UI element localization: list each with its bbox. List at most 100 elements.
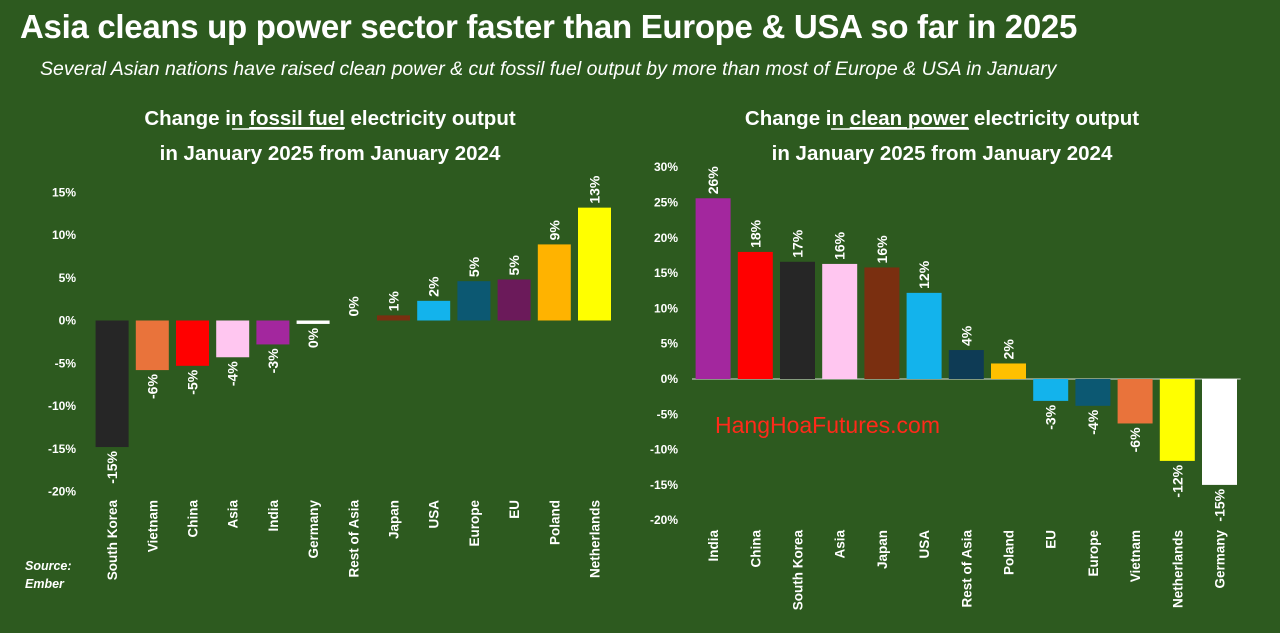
chart-title-line2: in January 2025 from January 2024 <box>772 142 1113 165</box>
category-label: Asia <box>226 500 241 529</box>
category-label: Germany <box>1213 530 1228 589</box>
y-tick-label: 0% <box>59 314 77 328</box>
clean-power-chart: Change in clean power electricity output… <box>650 107 1241 610</box>
chart-title-highlight: fossil fuel <box>249 107 345 130</box>
data-label: 16% <box>874 235 890 264</box>
category-label: USA <box>917 530 932 559</box>
bar-vietnam <box>135 320 169 371</box>
category-label: China <box>748 530 763 568</box>
y-tick-label: -5% <box>657 407 679 421</box>
bar-india <box>695 198 731 379</box>
bar-usa <box>417 300 451 321</box>
watermark: HangHoaFutures.com <box>715 412 940 438</box>
data-label: -3% <box>1043 404 1059 429</box>
y-tick-label: 15% <box>52 185 76 199</box>
bar-eu <box>497 279 531 321</box>
data-label: -6% <box>1127 427 1143 452</box>
data-label: -4% <box>225 361 241 386</box>
y-tick-label: 5% <box>661 337 679 351</box>
fossil-fuel-chart: Change in fossil fuel electricity output… <box>48 107 611 580</box>
bar-south-korea <box>780 261 815 379</box>
y-tick-label: 30% <box>654 160 678 174</box>
category-label: China <box>186 500 201 538</box>
data-label: 12% <box>916 260 932 289</box>
category-label: Vietnam <box>145 500 160 552</box>
data-label: 5% <box>506 255 522 276</box>
category-label: Germany <box>306 500 321 559</box>
y-tick-label: 10% <box>52 228 76 242</box>
category-label: EU <box>1044 530 1059 549</box>
chart-title-highlight: clean power <box>850 107 969 130</box>
bar-europe <box>457 281 491 321</box>
bar-japan <box>377 315 410 321</box>
chart-title-suffix: electricity output <box>968 107 1139 130</box>
chart-title-line1: Change in clean power electricity output <box>745 107 1139 130</box>
data-label: 26% <box>705 166 721 195</box>
data-label: 1% <box>386 291 402 312</box>
y-tick-label: -20% <box>650 513 678 527</box>
y-tick-label: -15% <box>48 442 76 456</box>
bar-poland <box>991 363 1026 379</box>
page-subtitle: Several Asian nations have raised clean … <box>40 58 1057 80</box>
data-label: -6% <box>144 374 160 399</box>
y-tick-label: 10% <box>654 301 678 315</box>
chart-title-line1: Change in fossil fuel electricity output <box>144 107 516 130</box>
data-label: -15% <box>104 450 120 483</box>
category-label: Europe <box>1086 530 1101 577</box>
category-label: India <box>706 530 721 562</box>
source-label: Source: <box>25 559 72 573</box>
data-label: 17% <box>790 229 806 258</box>
data-label: 2% <box>1001 339 1017 360</box>
y-tick-label: -5% <box>55 356 77 370</box>
category-label: Netherlands <box>588 500 603 578</box>
bar-asia <box>822 263 858 379</box>
bar-poland <box>537 244 571 321</box>
y-tick-label: 20% <box>654 231 678 245</box>
chart-title-prefix: Change in <box>144 107 249 130</box>
data-label: 9% <box>546 220 562 241</box>
bar-netherlands <box>1159 379 1195 461</box>
y-tick-label: -10% <box>48 399 76 413</box>
y-tick-label: -10% <box>650 443 678 457</box>
chart-title-prefix: Change in <box>745 107 850 130</box>
y-tick-label: 15% <box>654 266 678 280</box>
data-label: -15% <box>1212 488 1228 521</box>
bar-china <box>737 251 773 379</box>
y-tick-label: 25% <box>654 196 678 210</box>
category-label: Japan <box>387 500 402 539</box>
category-label: India <box>266 500 281 532</box>
category-label: Asia <box>833 530 848 559</box>
bar-rest-of-asia <box>948 350 984 379</box>
bar-japan <box>864 267 900 379</box>
data-label: -12% <box>1169 464 1185 497</box>
category-label: Rest of Asia <box>346 500 361 578</box>
category-label: EU <box>507 500 522 519</box>
category-label: Rest of Asia <box>959 530 974 608</box>
data-label: 16% <box>832 231 848 260</box>
bar-vietnam <box>1117 379 1153 424</box>
y-tick-label: 0% <box>661 372 679 386</box>
bar-asia <box>216 320 250 358</box>
source-name: Ember <box>25 577 64 591</box>
chart-title-line2: in January 2025 from January 2024 <box>160 142 501 165</box>
y-tick-label: -20% <box>48 485 76 499</box>
category-label: Poland <box>1002 530 1017 575</box>
chart-title-suffix: electricity output <box>345 107 516 130</box>
category-label: Vietnam <box>1128 530 1143 582</box>
data-label: -3% <box>265 348 281 373</box>
bar-south-korea <box>95 320 129 448</box>
bar-germany <box>1202 379 1237 485</box>
data-label: 5% <box>466 256 482 277</box>
data-label: -4% <box>1085 409 1101 434</box>
category-label: Europe <box>467 500 482 547</box>
page-title: Asia cleans up power sector faster than … <box>20 8 1078 45</box>
source-note: Source: Ember <box>25 557 72 593</box>
category-label: USA <box>427 500 442 529</box>
data-label: 0% <box>345 296 361 317</box>
category-label: Netherlands <box>1170 530 1185 608</box>
bar-india <box>256 320 290 345</box>
bar-europe <box>1075 379 1111 406</box>
bar-usa <box>906 292 942 379</box>
data-label: 4% <box>958 325 974 346</box>
